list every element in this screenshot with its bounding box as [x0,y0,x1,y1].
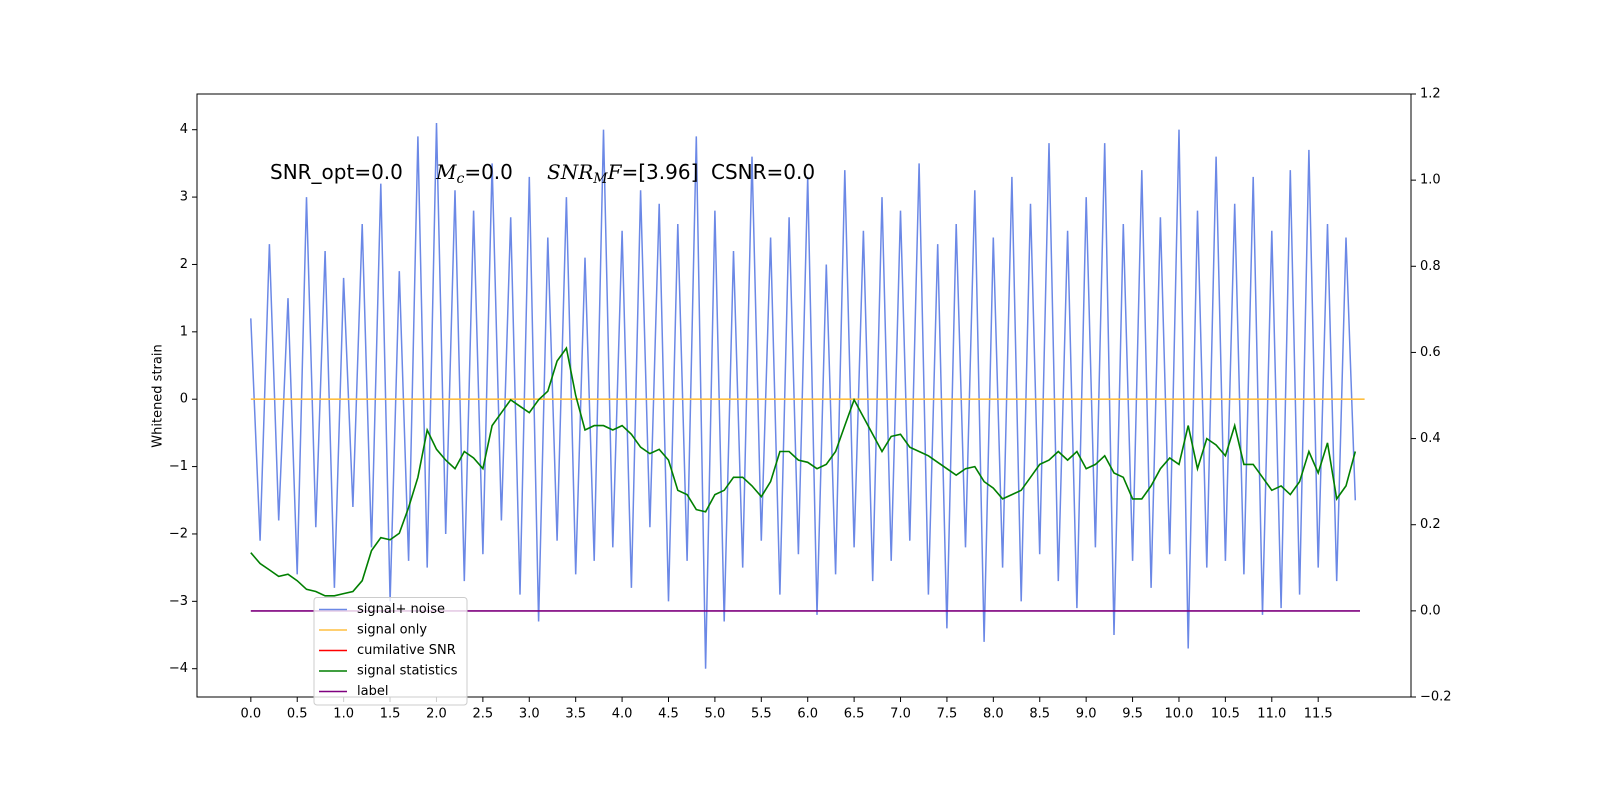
annotation-math: F [607,160,623,184]
plot-frame [196,93,1412,698]
x-tick-label: 0.5 [287,707,308,722]
x-tick-label: 11.5 [1304,707,1333,722]
annotation-text: SNR_opt=0.0 [270,160,403,184]
legend-label: signal only [357,623,427,638]
x-tick-label: 4.5 [658,707,679,722]
x-tick-label: 2.5 [473,707,494,722]
y-tick-label: −3 [169,594,188,609]
y-tick-label: −1 [169,459,188,474]
y-tick-label: −4 [169,661,188,676]
x-tick-label: 8.5 [1029,707,1050,722]
y2-tick-label: 0.2 [1420,517,1441,532]
x-tick-label: 6.0 [797,707,818,722]
annotation-text: =0.0 [464,160,513,184]
x-tick-label: 9.0 [1076,707,1097,722]
x-tick-label: 7.0 [890,707,911,722]
series-line [250,346,1357,597]
annotation-sub: c [456,171,464,187]
x-tick-label: 3.0 [519,707,540,722]
x-tick-label: 5.5 [751,707,772,722]
x-tick-label: 1.0 [333,707,354,722]
y2-tick-label: 1.0 [1420,173,1441,188]
annotation: SNRMF=[3.96] [547,160,698,188]
annotation-sub: M [592,171,608,187]
legend-label: signal statistics [357,664,458,679]
legend-box [313,597,468,706]
y2-tick-label: 0.6 [1420,345,1441,360]
x-tick-label: 3.5 [565,707,586,722]
x-tick-label: 1.5 [380,707,401,722]
y-tick-label: 2 [180,257,188,272]
x-tick-label: 10.0 [1164,707,1193,722]
legend-label: cumilative SNR [357,643,456,658]
legend-label: signal+ noise [357,602,445,617]
x-tick-label: 10.5 [1211,707,1240,722]
annotation: SNR_opt=0.0 [270,160,403,184]
x-tick-label: 5.0 [705,707,726,722]
annotation-text: CSNR=0.0 [711,160,815,184]
x-tick-label: 8.0 [983,707,1004,722]
y2-tick-label: 1.2 [1420,87,1441,102]
y-tick-label: −2 [169,526,188,541]
annotation-text: =[3.96] [622,160,699,184]
y2-tick-label: 0.8 [1420,259,1441,274]
y2-tick-label: 0.4 [1420,431,1441,446]
y2-tick-label: −0.2 [1420,690,1452,705]
y2-tick-label: 0.0 [1420,603,1441,618]
annotation-math: SNR [547,160,593,184]
y-tick-label: 0 [180,392,188,407]
y-tick-label: 3 [180,190,188,205]
x-tick-label: 7.5 [937,707,958,722]
annotation-math: M [435,160,457,184]
x-tick-label: 0.0 [240,707,261,722]
x-tick-label: 6.5 [844,707,865,722]
x-tick-label: 2.0 [426,707,447,722]
series-line [250,122,1357,669]
y-axis-label: Whitened strain [151,344,166,447]
x-tick-label: 4.0 [612,707,633,722]
y-tick-label: 4 [180,122,188,137]
x-tick-label: 11.0 [1257,707,1286,722]
legend-label: label [357,684,388,699]
annotation: CSNR=0.0 [711,160,815,184]
x-tick-label: 9.5 [1122,707,1143,722]
y-tick-label: 1 [180,324,188,339]
annotation: Mc=0.0 [435,160,513,188]
